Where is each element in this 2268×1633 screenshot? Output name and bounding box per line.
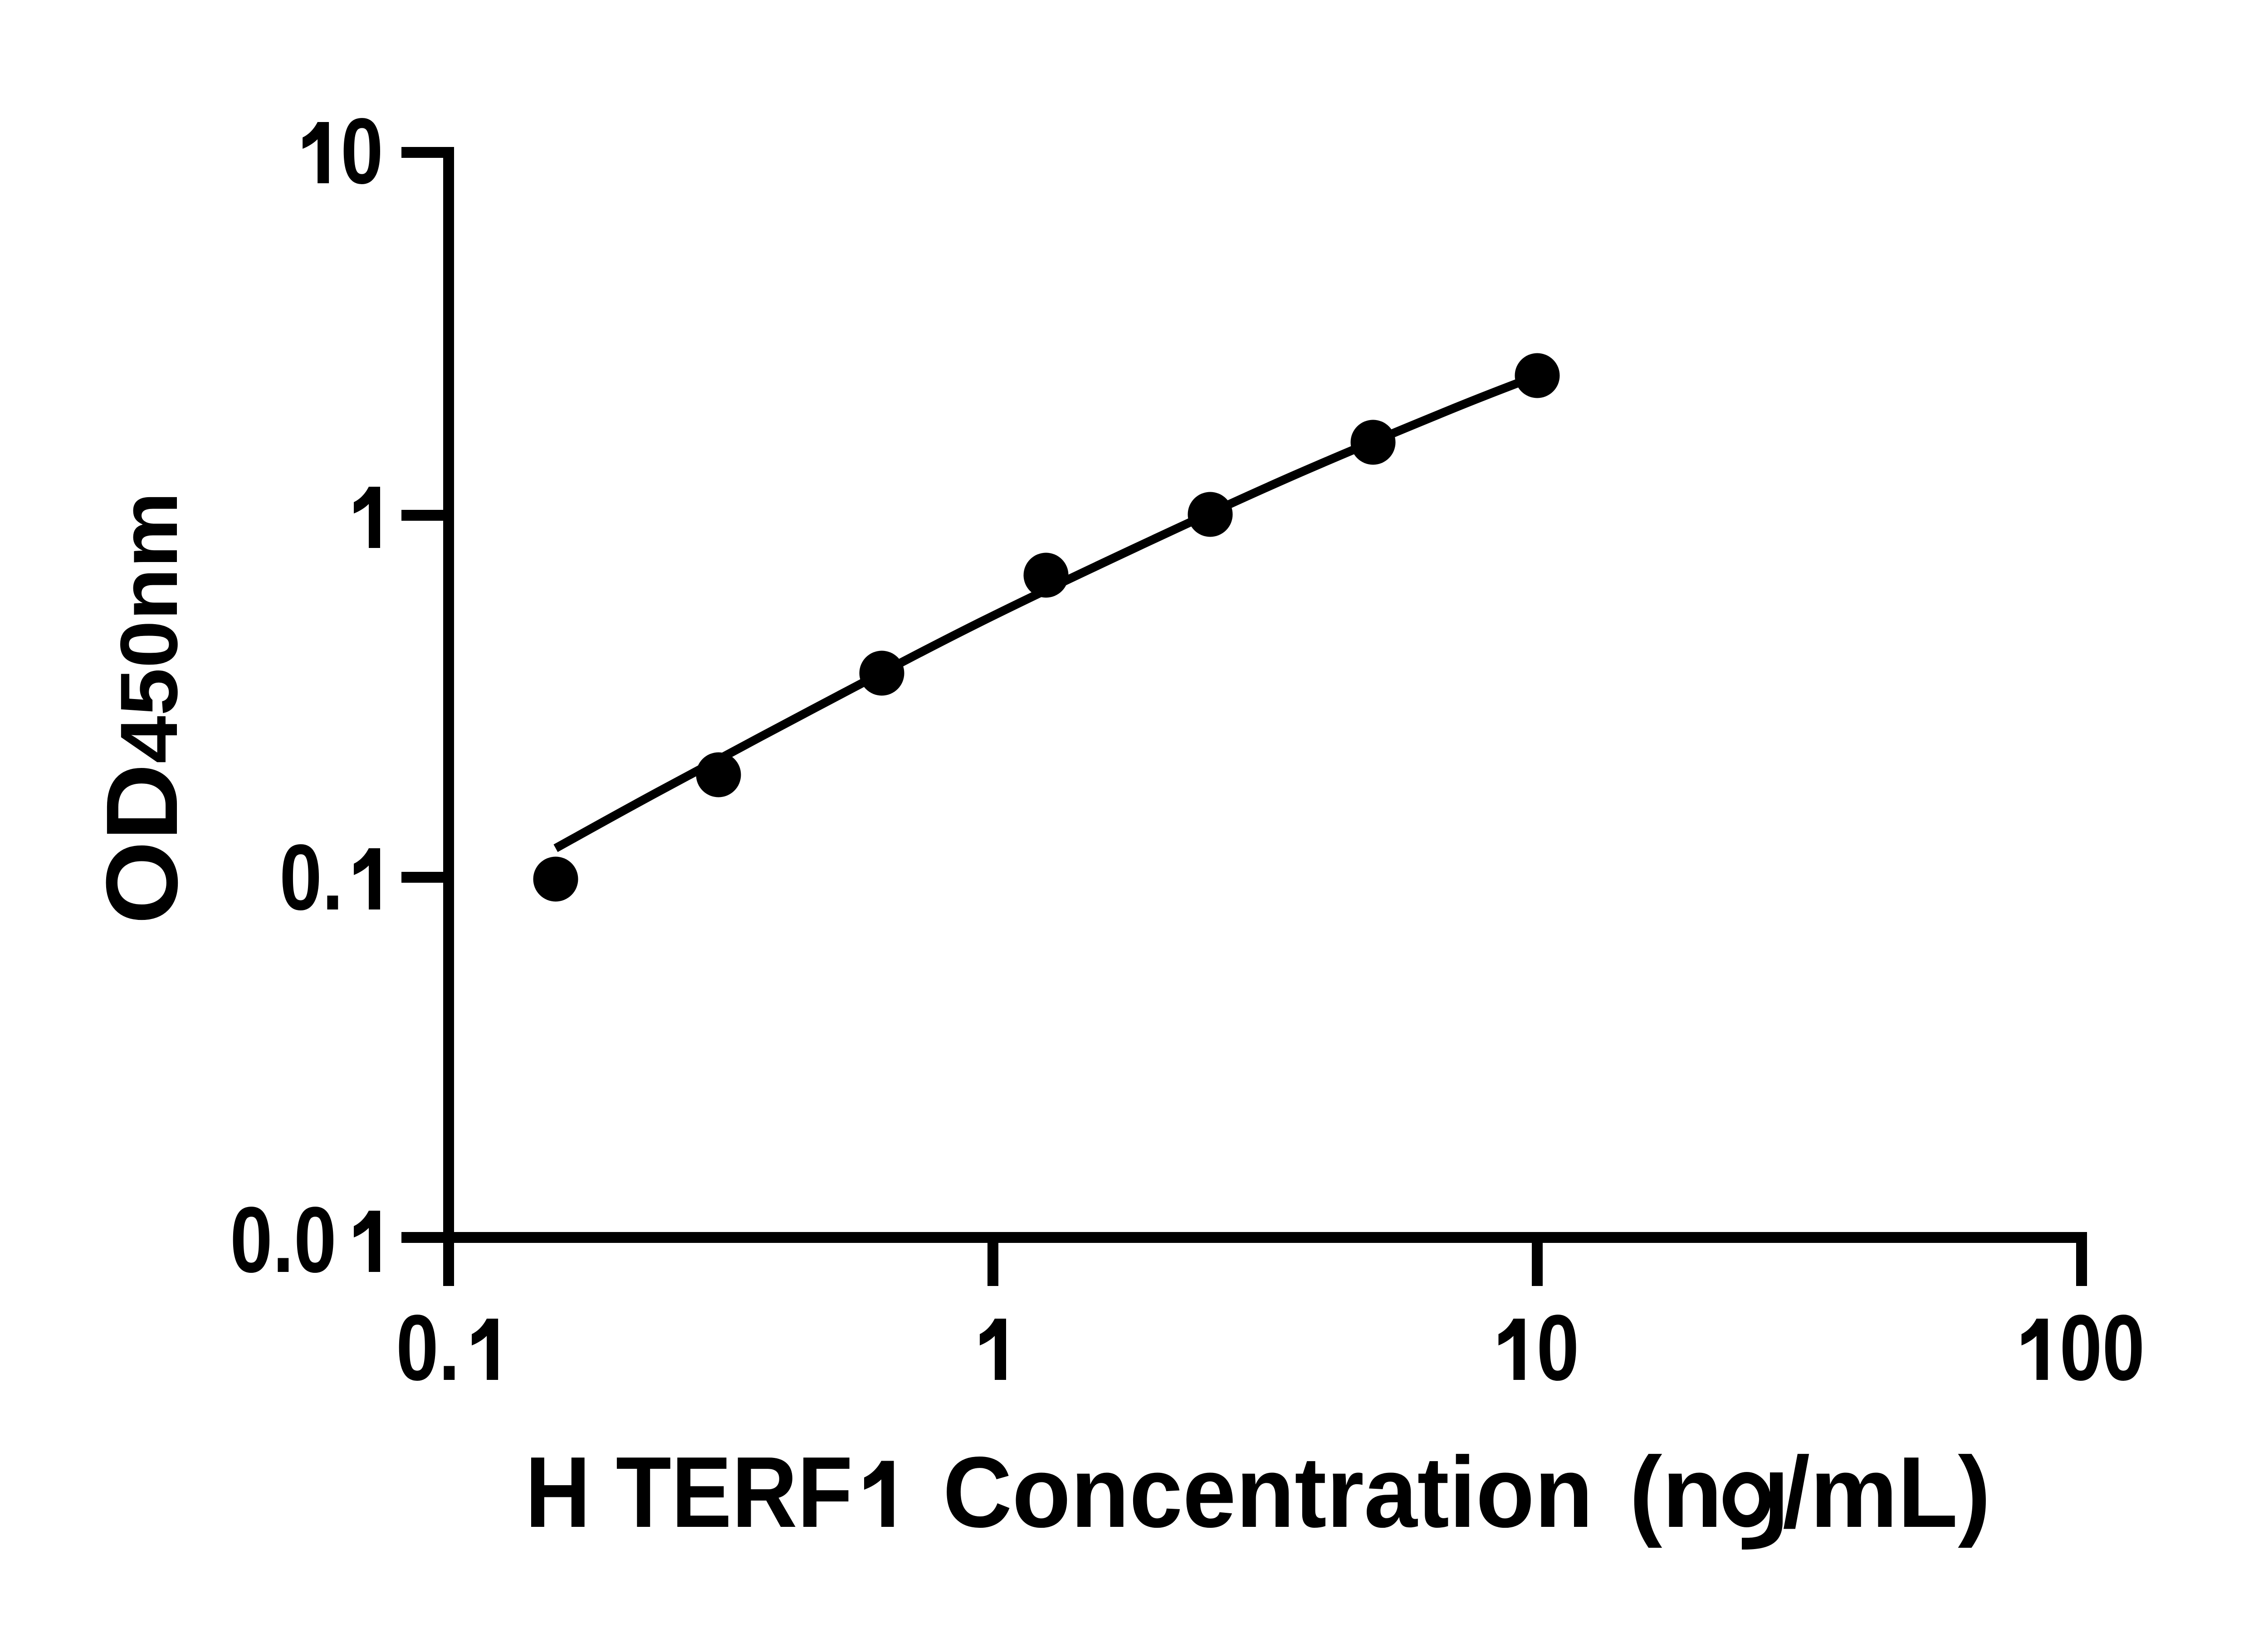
svg-text:/mL): /mL) (1783, 1436, 1991, 1549)
svg-text:Concentration: Concentration (943, 1436, 1593, 1548)
svg-text:0.: 0. (396, 1295, 460, 1400)
svg-text:00: 00 (2060, 1295, 2145, 1400)
svg-text:H TERF: H TERF (525, 1436, 853, 1548)
svg-text:0: 0 (341, 98, 383, 203)
svg-text:OD450nm: OD450nm (85, 492, 199, 924)
svg-text:0: 0 (1536, 1295, 1579, 1400)
svg-text:0.: 0. (279, 825, 343, 929)
svg-text:(n: (n (1629, 1436, 1722, 1549)
svg-text:0.0: 0.0 (230, 1187, 337, 1292)
